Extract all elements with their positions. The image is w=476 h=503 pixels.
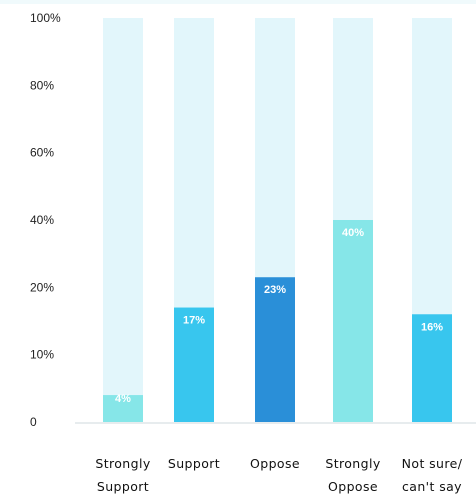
data-label-1: 17% — [183, 315, 205, 327]
y-tick-label-0: 0 — [30, 415, 37, 429]
bar-0 — [103, 395, 143, 422]
y-tick-label-5: 80% — [30, 78, 54, 92]
bars — [103, 220, 452, 422]
category-label-2-line-0: Oppose — [250, 456, 300, 471]
y-tick-label-6: 100% — [30, 11, 61, 25]
data-label-2: 23% — [264, 284, 286, 296]
category-label-0-line-1: Support — [97, 479, 149, 494]
data-label-0: 4% — [115, 393, 131, 405]
y-axis-ticks: 0 10% 20% 40% 60% 80% 100% — [30, 11, 61, 429]
bar-2 — [255, 277, 295, 422]
bar-4 — [412, 314, 452, 422]
category-label-1-line-0: Support — [168, 456, 220, 471]
y-tick-label-4: 60% — [30, 146, 54, 160]
data-label-4: 16% — [421, 321, 443, 333]
background-bar-0 — [103, 18, 143, 422]
top-band — [0, 0, 476, 4]
category-label-0-line-0: Strongly — [95, 456, 150, 471]
x-axis-category-labels: Strongly Support Support Oppose Strongly Oppo… — [95, 456, 462, 494]
y-tick-label-2: 20% — [30, 280, 54, 294]
y-tick-label-1: 10% — [30, 348, 54, 362]
category-label-4-line-1: can't say — [402, 479, 462, 494]
category-label-4-line-0: Not sure/ — [402, 456, 463, 471]
data-labels: 4% 17% 23% 40% 16% — [115, 227, 443, 405]
y-tick-label-3: 40% — [30, 213, 54, 227]
category-label-3-line-0: Strongly — [325, 456, 380, 471]
bar-1 — [174, 307, 214, 422]
category-label-3-line-1: Oppose — [328, 479, 378, 494]
bar-3 — [333, 220, 373, 422]
data-label-3: 40% — [342, 227, 364, 239]
